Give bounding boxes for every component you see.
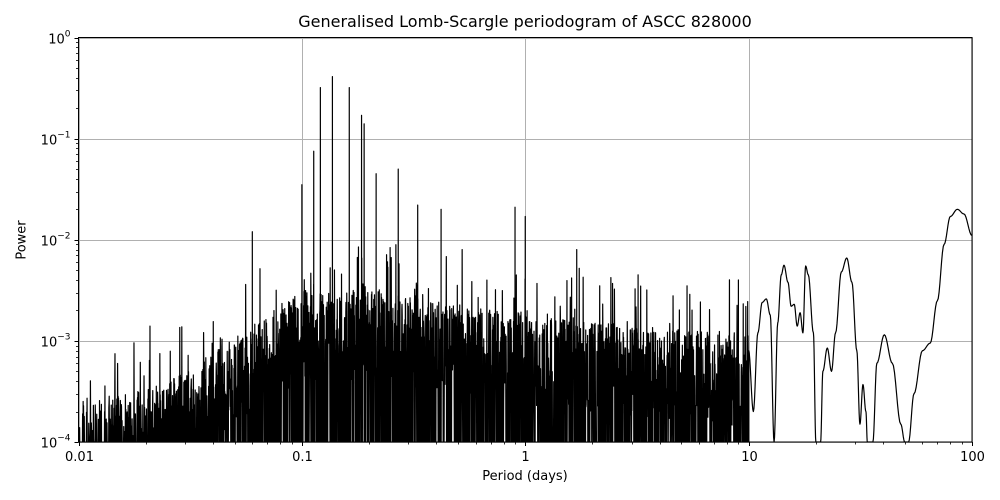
y-axis-ticks: 10−4 10−3 10−2 10−1 100 [41, 30, 79, 452]
y-tick-label: 100 [48, 30, 71, 48]
y-tick-label: 10−4 [41, 434, 71, 452]
chart-title: Generalised Lomb-Scargle periodogram of … [298, 12, 752, 31]
x-tick-label: 0.01 [65, 450, 94, 465]
x-tick-label: 10 [741, 450, 758, 465]
periodogram-line [78, 76, 972, 442]
x-axis-label: Period (days) [482, 469, 568, 484]
y-tick-label: 10−2 [41, 232, 71, 250]
y-axis-label: Power [14, 220, 30, 260]
x-tick-label: 0.1 [292, 450, 313, 465]
x-tick-label: 100 [960, 450, 985, 465]
y-tick-label: 10−1 [41, 131, 71, 149]
x-tick-label: 1 [521, 450, 529, 465]
x-axis-ticks: 0.01 0.1 1 10 100 [65, 442, 985, 465]
y-tick-label: 10−3 [41, 333, 71, 351]
